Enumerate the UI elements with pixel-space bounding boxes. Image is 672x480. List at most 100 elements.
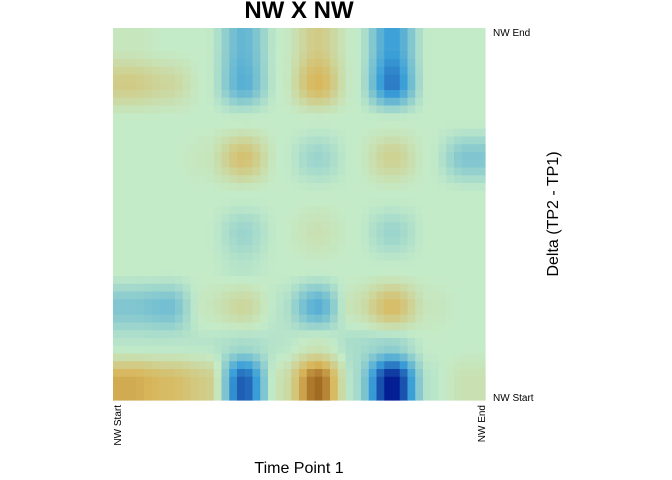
heatmap-cell xyxy=(128,338,137,347)
heatmap-cell xyxy=(423,314,432,324)
heatmap-cell xyxy=(190,105,199,114)
heatmap-cell xyxy=(361,229,370,238)
heatmap-cell xyxy=(113,43,122,52)
heatmap-cell xyxy=(206,299,215,308)
heatmap-cell xyxy=(120,51,130,60)
heatmap-cell xyxy=(399,283,409,293)
heatmap-cell xyxy=(415,35,424,45)
heatmap-cell xyxy=(213,167,223,176)
heatmap-cell xyxy=(252,214,261,223)
heatmap-cell xyxy=(469,392,478,401)
heatmap-cell xyxy=(337,183,347,192)
heatmap-cell xyxy=(283,229,292,238)
heatmap-cell xyxy=(244,376,254,386)
heatmap-cell xyxy=(407,43,416,52)
heatmap-cell xyxy=(213,314,223,324)
heatmap-cell xyxy=(221,159,230,169)
heatmap-cell xyxy=(454,322,463,331)
heatmap-cell xyxy=(198,90,207,99)
heatmap-cell xyxy=(120,183,130,192)
heatmap-cell xyxy=(322,136,331,145)
heatmap-cell xyxy=(353,283,362,293)
heatmap-cell xyxy=(182,291,192,300)
heatmap-cell xyxy=(291,144,300,153)
heatmap-cell xyxy=(144,82,153,91)
heatmap-cell xyxy=(221,376,230,386)
heatmap-cell xyxy=(384,152,393,161)
heatmap-cell xyxy=(423,392,432,401)
heatmap-cell xyxy=(415,90,424,99)
heatmap-cell xyxy=(190,51,199,60)
heatmap-cell xyxy=(407,299,416,308)
heatmap-cell xyxy=(376,283,385,293)
heatmap-cell xyxy=(120,307,130,316)
heatmap-cell xyxy=(306,198,316,207)
heatmap-cell xyxy=(144,90,153,99)
heatmap-cell xyxy=(275,121,285,130)
heatmap-cell xyxy=(322,245,331,254)
heatmap-cell xyxy=(206,113,215,122)
heatmap-cell xyxy=(291,314,300,324)
heatmap-cell xyxy=(159,221,168,231)
heatmap-cell xyxy=(175,369,184,378)
heatmap-cell xyxy=(407,190,416,200)
heatmap-cell xyxy=(469,51,478,60)
heatmap-cell xyxy=(430,136,440,145)
heatmap-cell xyxy=(361,252,370,262)
heatmap-cell xyxy=(237,345,246,355)
heatmap-cell xyxy=(415,229,424,238)
heatmap-cell xyxy=(229,59,238,68)
heatmap-cell xyxy=(229,167,238,176)
heatmap-cell xyxy=(175,97,184,107)
heatmap-cell xyxy=(407,175,416,184)
heatmap-cell xyxy=(136,43,145,52)
heatmap-cell xyxy=(392,43,401,52)
heatmap-cell xyxy=(407,66,416,76)
heatmap-cell xyxy=(477,74,486,83)
heatmap-cell xyxy=(291,268,300,277)
heatmap-cell xyxy=(314,392,323,401)
heatmap-cell xyxy=(392,35,401,45)
heatmap-cell xyxy=(144,268,153,277)
heatmap-cell xyxy=(415,361,424,370)
heatmap-cell xyxy=(167,82,176,91)
heatmap-cell xyxy=(198,183,207,192)
heatmap-cell xyxy=(337,59,347,68)
heatmap-cell xyxy=(213,190,223,200)
heatmap-cell xyxy=(330,90,339,99)
heatmap-cell xyxy=(469,59,478,68)
heatmap-cell xyxy=(415,190,424,200)
heatmap-cell xyxy=(244,198,254,207)
heatmap-cell xyxy=(430,283,440,293)
heatmap-cell xyxy=(314,190,323,200)
heatmap-cell xyxy=(190,152,199,161)
heatmap-cell xyxy=(469,260,478,269)
heatmap-cell xyxy=(190,136,199,145)
heatmap-cell xyxy=(399,307,409,316)
heatmap-cell xyxy=(353,128,362,138)
heatmap-cell xyxy=(477,322,486,331)
heatmap-cell xyxy=(151,314,161,324)
heatmap-cell xyxy=(268,97,277,107)
heatmap-cell xyxy=(260,35,269,45)
heatmap-cell xyxy=(198,214,207,223)
heatmap-cells xyxy=(113,28,486,401)
heatmap-cell xyxy=(353,245,362,254)
heatmap-cell xyxy=(206,268,215,277)
heatmap-cell xyxy=(206,206,215,215)
heatmap-cell xyxy=(198,392,207,401)
heatmap-cell xyxy=(237,175,246,184)
heatmap-cell xyxy=(368,237,378,246)
heatmap-cell xyxy=(167,35,176,45)
heatmap-cell xyxy=(430,128,440,138)
heatmap-cell xyxy=(221,128,230,138)
heatmap-cell xyxy=(423,307,432,316)
heatmap-cell xyxy=(454,51,463,60)
heatmap-cell xyxy=(252,43,261,52)
heatmap-cell xyxy=(376,392,385,401)
heatmap-cell xyxy=(213,229,223,238)
heatmap-cell xyxy=(477,376,486,386)
heatmap-cell xyxy=(376,74,385,83)
heatmap-cell xyxy=(244,82,254,91)
heatmap-cell xyxy=(299,221,308,231)
